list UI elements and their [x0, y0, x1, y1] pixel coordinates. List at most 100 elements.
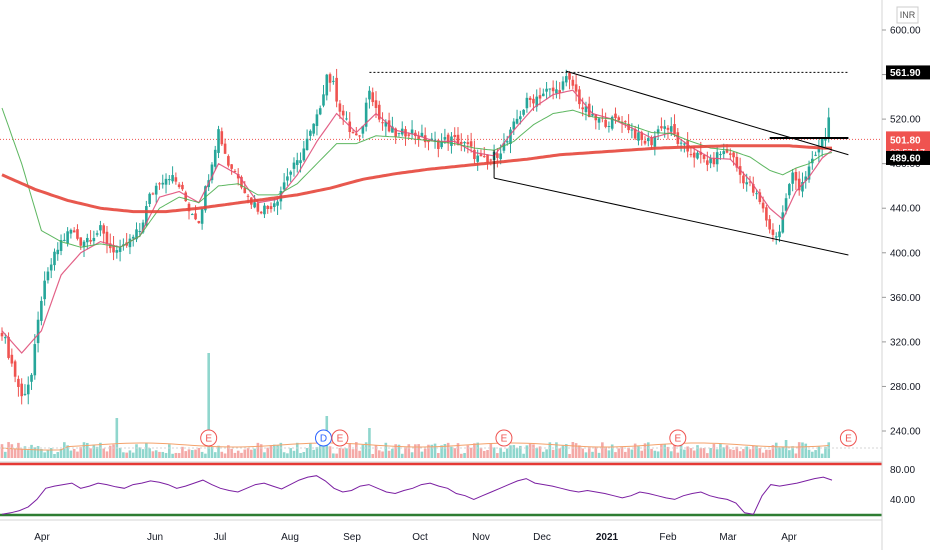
x-tick-label: Jun [147, 532, 163, 543]
volume-bar [427, 444, 430, 458]
volume-bar [643, 443, 647, 458]
volume-bar [115, 418, 119, 458]
candle-body [751, 183, 755, 193]
candle-body [420, 132, 424, 137]
candle-body [417, 135, 420, 140]
volume-bar [59, 448, 63, 458]
volume-bar [692, 450, 696, 458]
volume-bar [305, 448, 309, 458]
volume-bar [243, 449, 247, 458]
candle-body [633, 128, 637, 139]
rsi-pane[interactable] [0, 461, 882, 517]
volume-bar [0, 444, 4, 458]
candle-body [30, 374, 33, 382]
volume-bar [519, 445, 522, 458]
volume-bar [404, 447, 407, 458]
volume-bar [312, 449, 315, 458]
volume-bar [755, 445, 758, 458]
volume-bar [738, 451, 742, 458]
volume-bar [601, 442, 604, 458]
candle-body [804, 176, 808, 181]
price-axis[interactable]: INR 600.00560.00520.00480.00440.00400.00… [881, 0, 921, 550]
candle-body [135, 229, 138, 240]
candle-body [20, 383, 23, 397]
volume-bar [489, 443, 493, 458]
volume-bar [469, 447, 473, 458]
event-marker-label: D [320, 434, 327, 445]
volume-bar [43, 452, 46, 458]
candle-body [171, 175, 174, 182]
candle-body [673, 124, 676, 135]
volume-bar [299, 453, 302, 458]
candle-body [784, 198, 788, 211]
candle-body [679, 142, 683, 144]
volume-bar [105, 451, 109, 458]
candle-body [322, 94, 325, 106]
volume-bar [351, 449, 355, 458]
volume-bar [653, 450, 657, 458]
moving-averages [1, 89, 833, 354]
candle-body [548, 88, 552, 90]
candle-body [315, 114, 319, 126]
volume-bar [289, 448, 292, 458]
volume-bar [194, 449, 197, 458]
x-tick-label: Feb [659, 532, 677, 543]
volume-bar [210, 446, 214, 458]
volume-bar [377, 450, 381, 458]
candle-body [479, 154, 483, 157]
candle-body [683, 143, 686, 145]
volume-bar [528, 443, 532, 458]
volume-bar [85, 442, 89, 458]
volume-bar [571, 442, 575, 458]
volume-bar [706, 453, 709, 458]
volume-bar [82, 442, 86, 458]
candle-body [591, 113, 594, 116]
volume-bar [482, 450, 486, 458]
candle-body [732, 152, 735, 158]
x-tick-label: Apr [34, 532, 50, 543]
rsi-indicator [0, 462, 882, 517]
event-marker [495, 429, 513, 447]
candle-body [187, 203, 191, 212]
candle-body [656, 129, 660, 134]
volume-bar [76, 451, 79, 458]
candle-body [148, 193, 151, 204]
candle-body [85, 237, 89, 243]
candle-body [295, 160, 299, 165]
candle-body [528, 97, 532, 100]
candle-body [227, 156, 230, 166]
volume-bar [683, 449, 686, 458]
candle-body [545, 88, 548, 92]
candle-body [299, 160, 302, 164]
candle-body [581, 107, 584, 110]
volume-bar [292, 450, 296, 458]
candle-body [79, 237, 83, 246]
volume-bar [804, 443, 808, 458]
candle-body [489, 159, 493, 161]
time-axis[interactable]: Apr Jun Jul Aug Sep Oct Nov Dec 2021 Feb Mar Apr [0, 519, 882, 543]
volume-bar [676, 452, 680, 458]
candle-body [59, 240, 63, 251]
candle-body [89, 239, 92, 242]
candle-body [197, 220, 201, 224]
candle-body [381, 122, 384, 124]
x-tick-label: Oct [412, 532, 428, 543]
volume-bar [46, 450, 50, 458]
rsi-tick-label: 40.00 [890, 495, 915, 506]
candle-body [765, 207, 768, 221]
candle-body [141, 222, 145, 233]
volume-bar [36, 446, 40, 458]
volume-bar [578, 445, 581, 458]
candle-body [482, 156, 486, 158]
volume-bar [407, 444, 411, 458]
volume-bar [220, 451, 224, 458]
candle-body [72, 230, 76, 233]
candle-body [423, 135, 427, 143]
volume-bar [259, 444, 263, 458]
volume-bar [341, 448, 345, 458]
event-marker [669, 429, 687, 447]
price-tick-label: 240.00 [890, 427, 921, 438]
candle-body [794, 171, 798, 181]
candle-body [568, 72, 571, 80]
